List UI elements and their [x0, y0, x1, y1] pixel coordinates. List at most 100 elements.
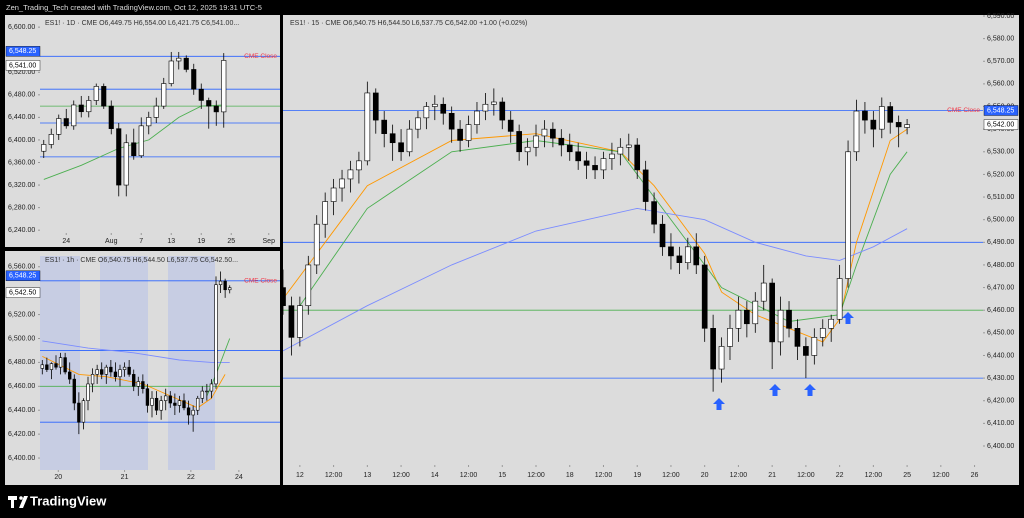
candle-body [575, 151, 582, 162]
candle-body [164, 395, 168, 401]
brand-logo: TradingView [8, 493, 107, 508]
candle-body [600, 158, 607, 171]
x-tick-label: 15 [498, 472, 506, 479]
x-tick-label: 22 [836, 472, 844, 479]
candle-body [95, 369, 99, 375]
candle-body [182, 400, 186, 409]
candle-body [811, 337, 818, 356]
candle-body [803, 346, 809, 356]
candle-body [887, 106, 894, 123]
candle-body [154, 397, 159, 411]
candle-body [168, 395, 172, 404]
candle-body [90, 374, 95, 385]
arrow [713, 398, 725, 410]
y-tick-label: 6,520.00 [8, 311, 35, 318]
candle-body [209, 383, 214, 392]
candle-body [760, 282, 767, 302]
candle-body [558, 137, 565, 146]
candle-body [45, 364, 49, 370]
candle-body [71, 104, 77, 127]
candle-body [356, 160, 362, 171]
candle-body [68, 371, 72, 380]
candle-body [213, 105, 219, 113]
candle-body [364, 92, 371, 162]
overlay: ES1! · 15 · CME O6,540.75 H6,544.50 L6,5… [290, 13, 1019, 479]
y-tick-label: 6,480.00 [8, 92, 35, 99]
candle-body [54, 363, 58, 368]
y-tick-label: 6,580.00 [987, 35, 1014, 42]
candle-body [58, 357, 63, 368]
candle-body [101, 86, 107, 107]
x-tick-label: 21 [768, 472, 776, 479]
x-tick-label: 13 [363, 472, 371, 479]
candle-body [904, 124, 910, 128]
candle-body [191, 69, 197, 90]
candle-body [113, 371, 118, 378]
y-tick-label: 6,450.00 [987, 330, 1014, 337]
y-tick-label: 6,470.00 [987, 284, 1014, 291]
y-tick-label: 6,460.00 [987, 307, 1014, 314]
candle-body [693, 246, 700, 266]
y-tick-label: 6,400.00 [8, 455, 35, 462]
candle-body [457, 128, 463, 141]
candle-body [56, 118, 62, 135]
y-tick-label: 6,440.00 [8, 114, 35, 121]
candle-body [153, 105, 159, 118]
candle-body [609, 153, 615, 159]
x-tick-label: 25 [903, 472, 911, 479]
candle-body [305, 264, 312, 306]
candle-body [228, 287, 232, 291]
x-tick-label: 19 [197, 238, 205, 245]
candle-body [415, 117, 421, 130]
candle-body [465, 124, 472, 141]
x-tick-label: 24 [62, 238, 70, 245]
candle-body [398, 142, 404, 153]
y-tick-label: 6,520.00 [987, 171, 1014, 178]
logo-mark [8, 496, 28, 508]
x-tick-label: 25 [227, 238, 235, 245]
price-line-label: CME Close [947, 107, 980, 114]
x-tick-label: 24 [235, 474, 243, 481]
candle-body [78, 104, 84, 113]
y-tick-label: 6,530.00 [987, 149, 1014, 156]
y-tick-label: 6,420.00 [987, 398, 1014, 405]
candle-body [507, 119, 514, 132]
candle-body [145, 388, 150, 406]
candle-body [491, 101, 497, 105]
candle-body [389, 133, 396, 144]
x-tick-label: 7 [139, 238, 143, 245]
candle-body [313, 223, 320, 266]
candle-body [330, 187, 337, 202]
x-tick-label: 12:00 [392, 472, 410, 479]
session-band [168, 256, 215, 470]
x-tick-label: 12:00 [662, 472, 680, 479]
candle-body [150, 397, 154, 406]
candle-body [297, 305, 303, 338]
plot: CME Close [283, 81, 983, 392]
session-band [100, 256, 148, 470]
candle-body [583, 160, 590, 166]
candle-body [878, 106, 885, 130]
y-tick-label: 6,520.00 [8, 69, 35, 76]
y-tick-label: 6,490.00 [987, 239, 1014, 246]
candle-body [86, 100, 92, 113]
y-tick-label: 6,570.00 [987, 58, 1014, 65]
x-tick-label: 12:00 [730, 472, 748, 479]
candle-body [159, 400, 163, 411]
candle-body [196, 397, 200, 411]
candle-body [625, 144, 632, 148]
moving-average [283, 128, 908, 343]
signal-arrows [713, 312, 854, 410]
candle-body [206, 100, 212, 107]
y-tick-label: 6,560.00 [987, 81, 1014, 88]
x-tick-label: 12 [296, 472, 304, 479]
moving-average [299, 140, 908, 322]
candle-body [81, 400, 86, 423]
y-tick-label: 6,280.00 [8, 204, 35, 211]
candle-body [161, 83, 167, 107]
candle-body [819, 328, 826, 338]
candle-body [777, 309, 784, 343]
price-badge-label: 6,542.00 [987, 121, 1014, 128]
brand: TradingView [30, 493, 107, 508]
candle-body [676, 255, 683, 263]
